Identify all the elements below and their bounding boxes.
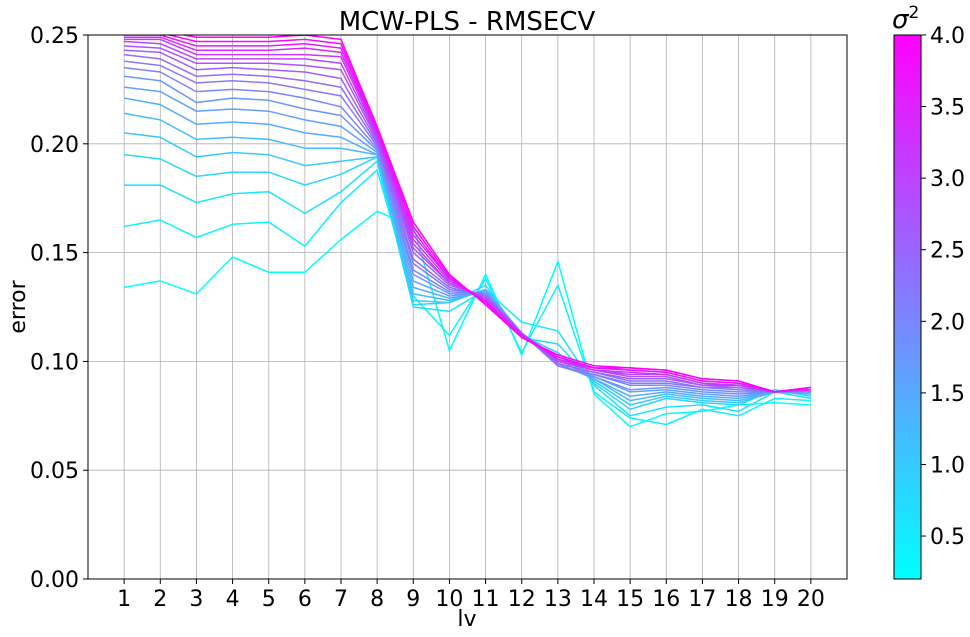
x-tick-label: 12 bbox=[508, 587, 536, 612]
x-tick-label: 14 bbox=[580, 587, 608, 612]
x-tick-label: 19 bbox=[761, 587, 789, 612]
series-line-sigma2-3.2 bbox=[124, 38, 811, 393]
y-tick-label: 0.20 bbox=[30, 133, 79, 158]
series-line-sigma2-1.4 bbox=[123, 97, 811, 400]
x-tick-label: 11 bbox=[472, 587, 500, 612]
series-line-sigma2-1.6 bbox=[124, 86, 811, 397]
series-line-sigma2-2 bbox=[124, 66, 811, 393]
colorbar-label: σ2 bbox=[892, 3, 919, 35]
plot-frame bbox=[87, 34, 848, 580]
colorbar bbox=[893, 34, 922, 580]
x-tick-label: 5 bbox=[262, 587, 276, 612]
x-tick-label: 20 bbox=[797, 587, 825, 612]
x-tick-label: 4 bbox=[226, 587, 240, 612]
y-tick-label: 0.00 bbox=[30, 568, 79, 593]
colorbar-tick-label: 1.0 bbox=[930, 453, 965, 478]
x-tick-label: 8 bbox=[370, 587, 384, 612]
x-tick-label: 10 bbox=[435, 587, 463, 612]
colorbar-tick-label: 3.5 bbox=[930, 96, 965, 121]
series-line-sigma2-2.6 bbox=[124, 49, 811, 393]
y-axis-label: error bbox=[6, 279, 31, 333]
colorbar-tick-label: 1.5 bbox=[930, 382, 965, 407]
x-tick-label: 2 bbox=[153, 587, 167, 612]
y-tick-label: 0.05 bbox=[30, 459, 79, 484]
x-tick-label: 18 bbox=[725, 587, 753, 612]
x-axis-ticks: 1 2 3 4 5 6 7 8 9 10 11 12 13 14 15 16 17 18 19 20 bbox=[117, 579, 825, 612]
colorbar-ticks: 0.5 1.0 1.5 2.0 2.5 3.0 3.5 4.0 bbox=[921, 24, 965, 550]
x-tick-label: 3 bbox=[189, 587, 203, 612]
x-tick-label: 6 bbox=[298, 587, 312, 612]
colorbar-tick-label: 2.5 bbox=[930, 239, 965, 264]
series-line-sigma2-0.6 bbox=[124, 160, 812, 417]
x-tick-label: 1 bbox=[117, 587, 131, 612]
colorbar-tick-label: 4.0 bbox=[930, 24, 965, 49]
colorbar-tick-label: 2.0 bbox=[930, 310, 965, 335]
series-line-sigma2-3.8 bbox=[166, 35, 811, 393]
series-line-sigma2-4 bbox=[180, 35, 811, 393]
series-lines bbox=[123, 35, 812, 428]
series-line-sigma2-1 bbox=[124, 132, 811, 406]
y-tick-label: 0.25 bbox=[30, 24, 79, 49]
series-line-sigma2-0.8 bbox=[124, 153, 812, 411]
series-line-sigma2-3.6 bbox=[124, 35, 811, 393]
grid-lines bbox=[88, 34, 847, 580]
x-tick-label: 7 bbox=[334, 587, 348, 612]
colorbar-tick-label: 3.0 bbox=[930, 167, 965, 192]
series-line-sigma2-1.2 bbox=[123, 112, 811, 402]
colorbar-tick-label: 0.5 bbox=[930, 525, 965, 550]
series-line-sigma2-1.8 bbox=[124, 75, 811, 395]
x-tick-label: 9 bbox=[406, 587, 420, 612]
x-tick-label: 16 bbox=[652, 587, 680, 612]
y-tick-label: 0.15 bbox=[30, 242, 79, 267]
series-line-sigma2-3 bbox=[124, 40, 811, 393]
series-line-sigma2-2.8 bbox=[124, 45, 811, 393]
x-tick-label: 13 bbox=[544, 587, 572, 612]
x-tick-label: 17 bbox=[688, 587, 716, 612]
x-tick-label: 15 bbox=[616, 587, 644, 612]
chart-title: MCW-PLS - RMSECV bbox=[339, 7, 596, 37]
x-axis-label: lv bbox=[457, 607, 476, 632]
y-axis-ticks: 0.00 0.05 0.10 0.15 0.20 0.25 bbox=[30, 24, 88, 593]
series-line-sigma2-2.4 bbox=[124, 53, 811, 393]
y-tick-label: 0.10 bbox=[30, 350, 79, 375]
series-line-sigma2-0.4 bbox=[123, 169, 811, 426]
